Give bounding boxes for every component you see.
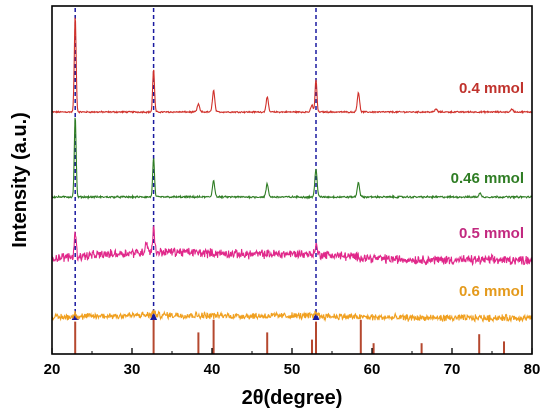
series-label: 0.6 mmol: [459, 283, 524, 300]
series-line-0-4-mmol: [51, 17, 532, 115]
series-label: 0.4 mmol: [459, 80, 524, 97]
series-line-0-6-mmol: [51, 308, 533, 323]
reference-arrow: [150, 312, 158, 320]
x-tick-label: 80: [524, 361, 541, 378]
reference-bar-layer: [74, 319, 505, 354]
series-label: 0.5 mmol: [459, 225, 524, 242]
x-tick-label: 70: [444, 361, 461, 378]
series-label-layer: 0.4 mmol 0.46 mmol 0.5 mmol 0.6 mmol: [451, 80, 524, 300]
x-tick-label: 40: [204, 361, 221, 378]
x-tick-label: 30: [124, 361, 141, 378]
tick-layer: 20 30 40 50 60 70 80: [44, 348, 541, 378]
series-line-0-46-mmol: [51, 117, 533, 200]
x-tick-label: 50: [284, 361, 301, 378]
reference-line-layer: [71, 8, 320, 320]
x-tick-label: 20: [44, 361, 61, 378]
y-axis-label: Intensity (a.u.): [9, 112, 31, 248]
reference-arrow: [312, 312, 320, 320]
series-label: 0.46 mmol: [451, 170, 524, 187]
series-line-0-5-mmol: [51, 224, 533, 267]
x-axis-label: 2θ(degree): [242, 387, 343, 409]
series-layer: [51, 17, 533, 323]
x-tick-label: 60: [364, 361, 381, 378]
